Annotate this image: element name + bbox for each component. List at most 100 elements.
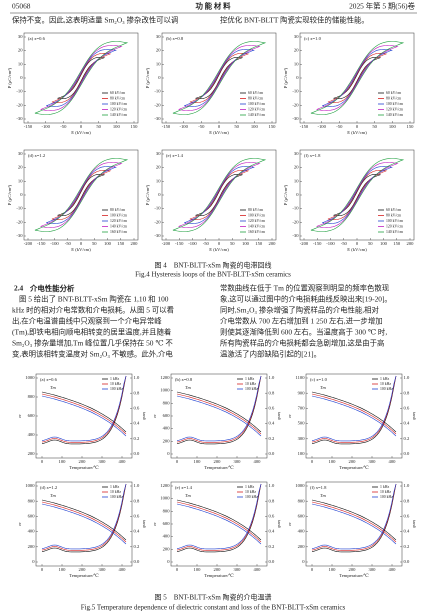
legend-label: 80 kV/cm: [386, 213, 401, 217]
body-line: kHz 时的相对介电常数和介电损耗。从图 5 可以看: [12, 306, 174, 315]
body-line: 介电常数从 700 左右增加到 1 250 左右,进一步增加: [220, 317, 383, 326]
y-axis-label: P (μC/cm²): [283, 184, 288, 205]
y-tick-label: 1000: [25, 483, 35, 488]
y-tick-label: 800: [163, 508, 171, 513]
plot-frame: [305, 373, 403, 459]
x-tick-label: 100: [380, 241, 388, 246]
legend-label: 60 kV/cm: [110, 91, 125, 95]
legend-label: 100 kHz: [380, 495, 393, 499]
x-tick-label: 0: [41, 459, 44, 464]
legend-label: 10 kHz: [245, 382, 256, 386]
loop-curve: [172, 41, 267, 115]
y-tick-label: -30: [292, 116, 299, 121]
x-axis-label: E (kV/cm): [71, 247, 91, 252]
legend-label: 100 kHz: [245, 387, 258, 391]
legend-label: 80 kV/cm: [248, 96, 263, 100]
x-tick-label: 300: [369, 459, 377, 464]
x-tick-label: 100: [59, 459, 67, 464]
legend-label: 10 kHz: [380, 490, 391, 494]
y-tick-label: 400: [163, 426, 171, 431]
x-tick-label: -100: [41, 124, 50, 129]
x-tick-label: 150: [255, 241, 263, 246]
panel-label: (c) x=1.0: [304, 36, 322, 41]
x-tick-label: 300: [99, 567, 107, 572]
y-tick-label: 30: [18, 34, 23, 39]
loss-curve: [311, 375, 397, 445]
y2-tick-label: 0.4: [404, 421, 410, 426]
loss-curve: [41, 483, 127, 553]
y-tick-label: 0: [20, 75, 23, 80]
loop-curve: [34, 41, 129, 115]
y-tick-label: 30: [156, 151, 161, 156]
legend-label: 120 kV/cm: [386, 224, 403, 228]
legend-label: 120 kV/cm: [110, 219, 127, 223]
x-tick-label: -150: [300, 124, 309, 129]
panel-label: (d) x=1.2: [28, 153, 46, 158]
permittivity-curve: [41, 501, 127, 543]
y-axis-label: εr: [287, 522, 292, 526]
y-tick-label: 0: [167, 559, 170, 564]
legend-label: 100 kHz: [380, 387, 393, 391]
section-title: 介电性能分析: [29, 284, 75, 293]
y-tick-label: 20: [156, 48, 161, 53]
x-tick-label: 50: [230, 241, 235, 246]
x-tick-label: -200: [300, 241, 309, 246]
loop-curve: [310, 41, 405, 115]
y2-tick-label: 1.0: [404, 483, 410, 488]
loss-curve: [311, 483, 397, 553]
legend-label: 160 kV/cm: [248, 230, 265, 234]
y-axis-label: P (μC/cm²): [7, 67, 12, 88]
y-tick-label: 30: [18, 151, 23, 156]
peak-label: Tm: [50, 385, 57, 390]
legend-label: 80 kV/cm: [110, 96, 125, 100]
y-tick-label: -20: [292, 219, 299, 224]
y2-axis-label: tanδ: [277, 520, 282, 528]
y-tick-label: -10: [292, 206, 299, 211]
x-tick-label: 0: [176, 459, 179, 464]
x-tick-label: -50: [341, 241, 348, 246]
x-tick-label: 50: [234, 124, 239, 129]
issue: 2025 年第 5 期(56)卷: [349, 2, 416, 11]
panel-label: (d) x=1.2: [40, 485, 58, 490]
y-axis-label: εr: [17, 414, 22, 418]
loss-curve: [176, 375, 262, 445]
x-tick-label: 300: [369, 567, 377, 572]
x-tick-label: -150: [162, 124, 171, 129]
x-tick-label: 200: [79, 567, 87, 572]
y-tick-label: 30: [156, 34, 161, 39]
legend-label: 100 kV/cm: [248, 213, 265, 217]
y2-tick-label: 0.0: [134, 451, 140, 456]
y2-tick-label: 0.8: [134, 390, 140, 395]
y-tick-label: 1200: [160, 375, 170, 380]
x-tick-label: 0: [356, 241, 359, 246]
y-tick-label: 600: [163, 521, 171, 526]
permittivity-curve: [176, 393, 262, 435]
x-tick-label: 100: [104, 241, 112, 246]
y-tick-label: 800: [28, 394, 36, 399]
y-tick-label: 800: [28, 498, 36, 503]
x-tick-label: 200: [407, 241, 415, 246]
permittivity-curve: [176, 501, 262, 543]
permittivity-curve: [176, 499, 262, 541]
y2-tick-label: 0.8: [269, 390, 275, 395]
loss-curve: [41, 375, 127, 443]
loop-curve: [195, 174, 243, 216]
y-tick-label: 1000: [295, 483, 305, 488]
y-tick-label: -20: [292, 102, 299, 107]
y-tick-label: -20: [16, 102, 23, 107]
loop-curve: [195, 57, 243, 99]
x-tick-label: 200: [214, 459, 222, 464]
y-axis-label: P (μC/cm²): [145, 184, 150, 205]
x-axis-label: Temperature/℃: [339, 573, 369, 578]
x-tick-label: 100: [389, 124, 397, 129]
loop-curve: [189, 169, 250, 221]
x-axis-label: Temperature/℃: [69, 465, 99, 470]
permittivity-curve: [176, 503, 262, 545]
loop-curve: [316, 45, 399, 111]
body-line: 出,在介电温谱曲线中只观察到一个介电异常峰: [12, 317, 162, 326]
x-tick-label: -100: [50, 241, 59, 246]
y2-tick-label: 0.4: [134, 529, 140, 534]
loss-curve: [41, 375, 127, 445]
permittivity-curve: [311, 393, 397, 435]
